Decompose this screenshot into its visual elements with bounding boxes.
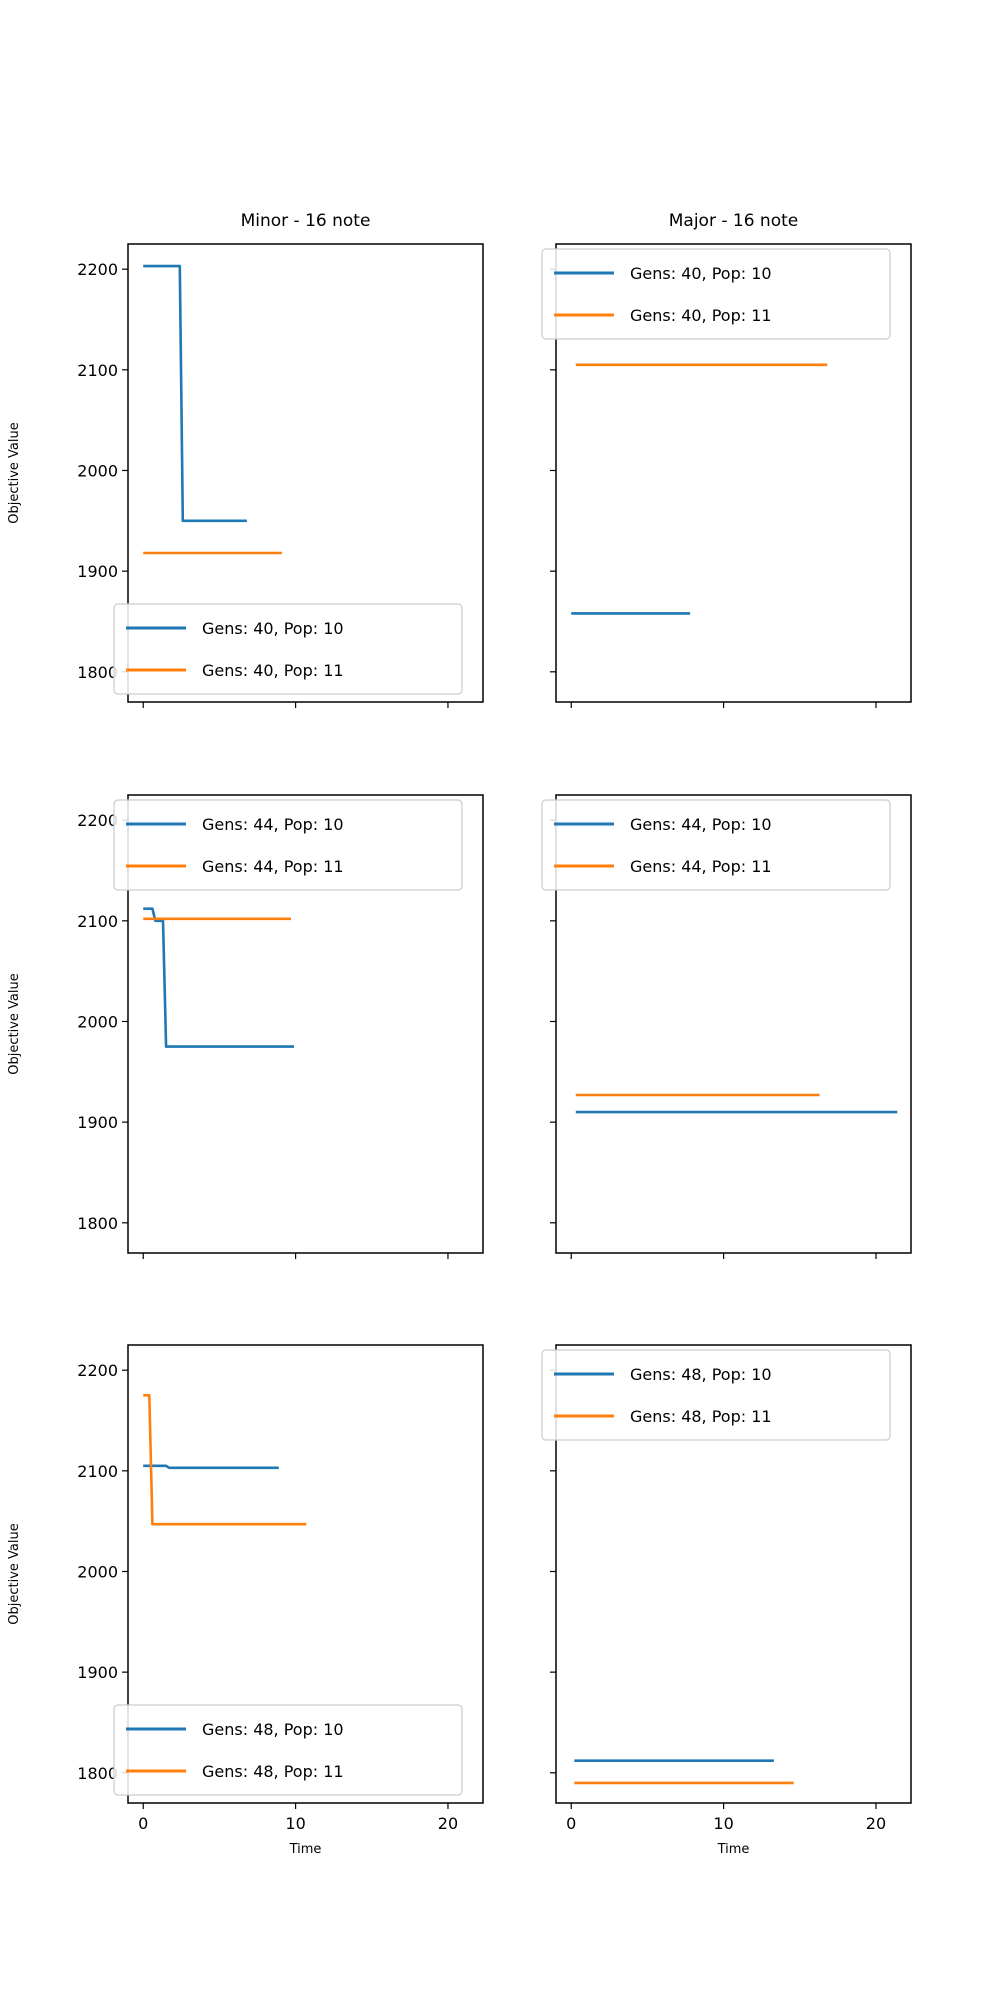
y-tick-label: 1900 [77,1113,118,1132]
legend-entry: Gens: 48, Pop: 11 [202,1762,344,1781]
legend-entry: Gens: 40, Pop: 10 [630,264,772,283]
axes-frame [127,1344,484,1804]
axes-frame [127,794,484,1254]
y-tick-label: 2000 [77,1562,118,1581]
subplot-title: Minor - 16 note [241,211,371,231]
x-tick-label: 10 [285,1814,305,1833]
y-tick-label: 2000 [77,1012,118,1031]
legend-box [541,1349,891,1441]
legend: Gens: 40, Pop: 10 Gens: 40, Pop: 11 [113,603,463,695]
y-tick-label: 2100 [77,361,118,380]
x-axis-label: Time [289,1842,322,1857]
axes-frame [127,243,484,703]
y-tick-label: 1900 [77,562,118,581]
legend-box [113,1704,463,1796]
legend-entry: Gens: 40, Pop: 11 [202,661,344,680]
y-tick-label: 2100 [77,1462,118,1481]
legend-entry: Gens: 44, Pop: 10 [630,815,772,834]
y-tick-label: 1800 [77,663,118,682]
subplot-5: 0 10 20 1800 1900 2000 2100 2200 Objective Value… [7,1344,484,1857]
legend-entry: Gens: 48, Pop: 10 [202,1720,344,1739]
y-axis-label: Objective Value [7,973,22,1074]
x-tick-label: 20 [438,1814,458,1833]
series-line-1 [143,907,295,1048]
subplot-4: Gens: 44, Pop: 10 Gens: 44, Pop: 11 [541,794,912,1259]
legend: Gens: 40, Pop: 10 Gens: 40, Pop: 11 [541,248,891,340]
y-tick-label: 1800 [77,1214,118,1233]
legend-entry: Gens: 48, Pop: 10 [630,1365,772,1384]
y-tick-label: 2200 [77,1361,118,1380]
y-tick-label: 2200 [77,260,118,279]
subplot-3: 1800 1900 2000 2100 2200 Objective Value Gens:… [7,794,484,1259]
legend-box [113,799,463,891]
legend: Gens: 44, Pop: 10 Gens: 44, Pop: 11 [541,799,891,891]
legend-entry: Gens: 40, Pop: 11 [630,306,772,325]
legend-entry: Gens: 44, Pop: 10 [202,815,344,834]
subplot-title: Major - 16 note [669,211,798,231]
legend: Gens: 48, Pop: 10 Gens: 48, Pop: 11 [113,1704,463,1796]
legend: Gens: 44, Pop: 10 Gens: 44, Pop: 11 [113,799,463,891]
legend-box [113,603,463,695]
y-tick-label: 2100 [77,912,118,931]
series-line-1 [143,264,247,523]
x-tick-label: 0 [138,1814,148,1833]
y-tick-label: 2000 [77,461,118,480]
subplot-1: 1800 1900 2000 2100 2200 Minor - 16 note Objec… [7,211,484,708]
axes-frame [555,1344,912,1804]
legend-entry: Gens: 40, Pop: 10 [202,619,344,638]
legend-box [541,799,891,891]
series-line-1 [143,1464,279,1470]
y-tick-label: 1800 [77,1764,118,1783]
legend-entry: Gens: 48, Pop: 11 [630,1407,772,1426]
y-tick-label: 1900 [77,1663,118,1682]
legend-entry: Gens: 44, Pop: 11 [202,857,344,876]
series-line-2 [143,1394,307,1526]
legend: Gens: 48, Pop: 10 Gens: 48, Pop: 11 [541,1349,891,1441]
axes-frame [555,243,912,703]
axes-frame [555,794,912,1254]
x-tick-label: 20 [866,1814,886,1833]
legend-entry: Gens: 44, Pop: 11 [630,857,772,876]
x-tick-label: 0 [566,1814,576,1833]
x-axis-label: Time [717,1842,750,1857]
legend-box [541,248,891,340]
y-axis-label: Objective Value [7,422,22,523]
x-tick-label: 10 [713,1814,733,1833]
y-axis-label: Objective Value [7,1523,22,1624]
y-tick-label: 2200 [77,811,118,830]
